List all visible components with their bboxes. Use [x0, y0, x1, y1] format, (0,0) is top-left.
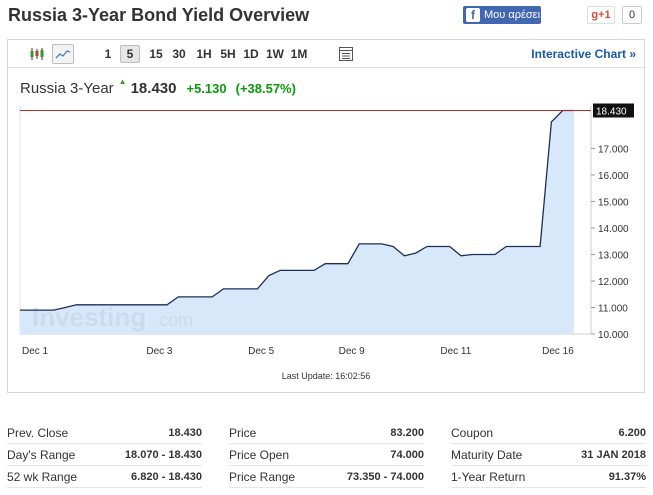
chart-toolbar: 1 5 15 30 1H 5H 1D 1W 1M Interactive Chart »	[8, 40, 644, 68]
stat-label: Day's Range	[7, 447, 76, 462]
y-tick-label: 11.000	[598, 303, 628, 314]
price-change-percent: (+38.57%)	[235, 81, 296, 96]
stats-row: 1-Year Return 91.37%	[451, 466, 646, 488]
stat-label: Maturity Date	[451, 447, 523, 462]
stat-value: 18.070 - 18.430	[124, 448, 202, 461]
stat-label: Prev. Close	[7, 425, 69, 440]
candlestick-icon[interactable]	[26, 44, 48, 64]
x-tick-label: Dec 9	[339, 346, 366, 357]
area-chart-icon[interactable]	[52, 44, 74, 64]
stat-value: 31 JAN 2018	[581, 448, 646, 461]
stat-value: 73.350 - 74.000	[346, 470, 424, 483]
stat-label: 52 wk Range	[7, 469, 78, 484]
period-button-15[interactable]: 15	[149, 47, 163, 61]
stats-row: Price Range 73.350 - 74.000	[229, 466, 424, 488]
stat-label: Price	[229, 425, 257, 440]
google-plus-count: 0	[622, 6, 642, 24]
period-button-1h[interactable]: 1H	[196, 47, 212, 61]
stat-label: 1-Year Return	[451, 469, 526, 484]
y-tick-label: 16.000	[598, 171, 629, 182]
stats-row: Coupon 6.200	[451, 422, 646, 444]
x-tick-label: Dec 11	[440, 346, 471, 357]
period-button-1[interactable]: 1	[104, 47, 112, 61]
stat-value: 18.430	[168, 426, 202, 439]
y-tick-label: 12.000	[598, 277, 629, 288]
chart-panel: 1 5 15 30 1H 5H 1D 1W 1M Interactive Chart » Rus…	[7, 39, 645, 393]
x-tick-label: Dec 16	[542, 346, 574, 357]
x-tick-label: Dec 5	[248, 346, 275, 357]
period-button-1w[interactable]: 1W	[266, 47, 284, 61]
last-price-tag	[593, 103, 634, 118]
y-tick-label: 13.000	[598, 250, 629, 261]
investing-watermark: Investing	[32, 302, 146, 332]
stats-row: Maturity Date 31 JAN 2018	[451, 444, 646, 466]
stats-row: Prev. Close 18.430	[7, 422, 202, 444]
stat-value: 74.000	[390, 448, 424, 461]
facebook-icon: f	[466, 8, 480, 22]
yield-chart[interactable]: Investing .com 10.000 11.000 12.000 13.000 14.…	[8, 40, 644, 370]
stats-row: Price 83.200	[229, 422, 424, 444]
y-tick-label: 17.000	[598, 144, 629, 155]
up-arrow-icon: ▲	[118, 77, 127, 86]
period-button-1m[interactable]: 1M	[290, 47, 308, 61]
quote-summary: Russia 3-Year ▲ 18.430 +5.130 (+38.57%)	[20, 77, 296, 97]
stats-row: Day's Range 18.070 - 18.430	[7, 444, 202, 466]
stat-value: 91.37%	[608, 470, 646, 483]
facebook-like-label: Μου αρέσει	[484, 9, 541, 21]
y-tick-label: 15.000	[598, 197, 629, 208]
instrument-name: Russia 3-Year	[20, 80, 114, 97]
series-line	[20, 109, 574, 311]
x-tick-label: Dec 3	[146, 346, 173, 357]
x-tick-label: Dec 1	[22, 346, 49, 357]
last-price: 18.430	[130, 80, 177, 97]
stats-column: Coupon 6.200 Maturity Date 31 JAN 2018 1-Yea…	[451, 422, 646, 488]
stat-value: 6.200	[618, 426, 646, 439]
investing-watermark-suffix: .com	[154, 310, 193, 330]
interactive-chart-link[interactable]: Interactive Chart »	[531, 47, 636, 61]
stat-label: Price Range	[229, 469, 296, 484]
stat-value: 83.200	[390, 426, 424, 439]
y-tick-label: 14.000	[598, 224, 629, 235]
last-price-tag-label: 18.430	[596, 107, 627, 118]
stat-value: 6.820 - 18.430	[131, 470, 202, 483]
stats-column: Price 83.200 Price Open 74.000 Price Range 73…	[229, 422, 424, 488]
stats-row: Price Open 74.000	[229, 444, 424, 466]
last-update: Last Update: 16:02:56	[281, 371, 371, 381]
stats-column: Prev. Close 18.430 Day's Range 18.070 - 18.…	[7, 422, 202, 488]
period-button-1d[interactable]: 1D	[243, 47, 259, 61]
google-plus-button[interactable]: g+1	[587, 6, 615, 24]
page-title: Russia 3-Year Bond Yield Overview	[8, 5, 310, 25]
price-change: +5.130	[186, 81, 227, 96]
facebook-like-button[interactable]: f Μου αρέσει	[463, 6, 541, 24]
stat-label: Coupon	[451, 425, 494, 440]
y-tick-label: 10.000	[598, 330, 629, 341]
period-button-5[interactable]: 5	[120, 45, 140, 63]
settings-panel-icon[interactable]	[335, 44, 357, 64]
stat-label: Price Open	[229, 447, 290, 462]
series-area	[20, 110, 574, 334]
stats-row: 52 wk Range 6.820 - 18.430	[7, 466, 202, 488]
period-button-30[interactable]: 30	[172, 47, 186, 61]
period-button-5h[interactable]: 5H	[220, 47, 236, 61]
